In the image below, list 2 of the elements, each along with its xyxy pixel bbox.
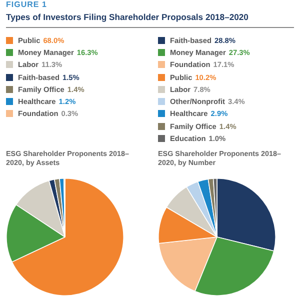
caption: FIGURE 1 — [6, 0, 48, 9]
text: Types of Investors Filing Shareholder Proposals 2018–2020 — [6, 12, 294, 28]
